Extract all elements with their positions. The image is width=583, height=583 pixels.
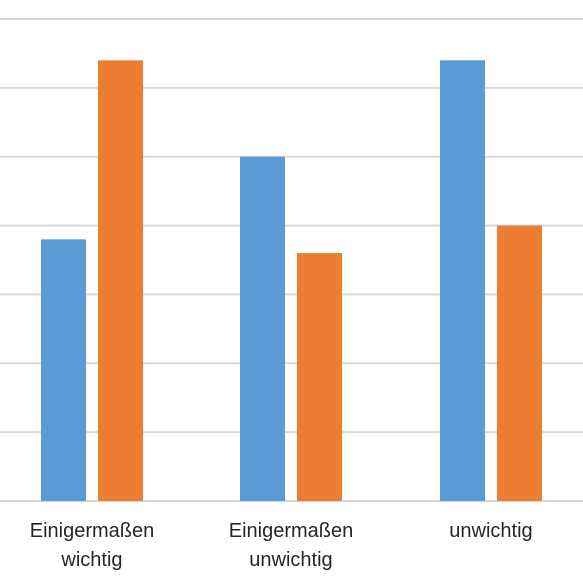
bar-series1-cat1 xyxy=(41,239,86,502)
category-label: unwichtig xyxy=(449,520,532,542)
category-labels: Einigermaßen wichtig Einigermaßen unwichtig… xyxy=(30,520,533,571)
bars xyxy=(41,60,542,502)
category-label-line: unwichtig xyxy=(449,520,532,542)
bar-series1-cat2 xyxy=(240,156,285,501)
category-label-line: Einigermaßen xyxy=(30,520,155,542)
bar-series2-cat2 xyxy=(297,253,342,501)
gridlines xyxy=(0,18,583,502)
bar-series2-cat1 xyxy=(98,60,143,502)
category-label-line: wichtig xyxy=(60,549,122,571)
category-label: Einigermaßen unwichtig xyxy=(229,520,354,571)
bar-series2-cat3 xyxy=(497,225,542,502)
category-label-line: Einigermaßen xyxy=(229,520,354,542)
category-label: Einigermaßen wichtig xyxy=(30,520,155,571)
bar-series1-cat3 xyxy=(440,60,485,502)
category-label-line: unwichtig xyxy=(249,549,332,571)
